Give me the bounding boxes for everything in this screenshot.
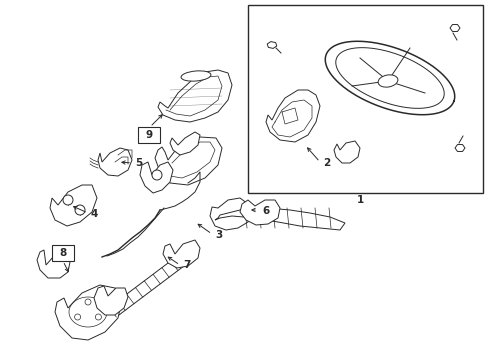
Polygon shape	[266, 90, 320, 142]
Polygon shape	[140, 162, 173, 193]
Polygon shape	[163, 240, 200, 268]
Bar	[52, 245, 74, 261]
Polygon shape	[50, 185, 97, 226]
Polygon shape	[210, 198, 252, 230]
Polygon shape	[240, 200, 280, 225]
Polygon shape	[101, 255, 186, 323]
Polygon shape	[170, 132, 200, 155]
Polygon shape	[155, 137, 222, 185]
Polygon shape	[98, 148, 132, 176]
Bar	[138, 127, 160, 143]
Text: 3: 3	[215, 230, 222, 240]
Text: 7: 7	[183, 260, 191, 270]
Circle shape	[63, 195, 73, 205]
Circle shape	[85, 299, 91, 305]
Text: 1: 1	[356, 195, 364, 205]
Text: 4: 4	[90, 209, 98, 219]
Polygon shape	[334, 141, 360, 163]
Ellipse shape	[378, 75, 398, 87]
Circle shape	[74, 314, 81, 320]
Text: 5: 5	[135, 158, 142, 168]
Circle shape	[152, 170, 162, 180]
Polygon shape	[55, 285, 122, 340]
Circle shape	[75, 205, 85, 215]
Polygon shape	[94, 286, 128, 315]
Text: 8: 8	[59, 248, 67, 258]
Ellipse shape	[181, 71, 211, 81]
Circle shape	[96, 314, 101, 320]
Text: 6: 6	[262, 206, 269, 216]
Text: 9: 9	[146, 130, 152, 140]
Polygon shape	[158, 70, 232, 122]
Polygon shape	[37, 250, 70, 278]
Text: 2: 2	[323, 158, 330, 168]
Polygon shape	[215, 208, 345, 230]
Bar	[248, 5, 483, 193]
